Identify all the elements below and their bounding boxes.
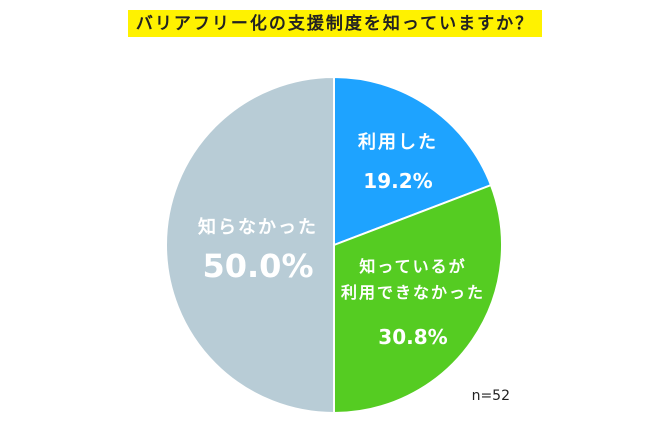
slice-category-label: 知らなかった	[198, 216, 318, 238]
pie-slice	[333, 75, 493, 247]
chart-title-wrap: バリアフリー化の支援制度を知っていますか？	[0, 10, 670, 37]
slice-value-label: 50.0%	[202, 247, 313, 285]
slice-value-label: 19.2%	[363, 169, 432, 193]
slice-value-label: 30.8%	[378, 325, 447, 349]
chart-title: バリアフリー化の支援制度を知っていますか？	[127, 10, 543, 37]
slice-category-label: 利用できなかった	[341, 283, 485, 302]
slice-category-label: 知っているが	[359, 257, 466, 276]
pie-slice	[333, 183, 503, 415]
sample-size-label: n=52	[471, 388, 510, 404]
pie-slice	[165, 75, 335, 415]
slice-category-label: 利用した	[358, 131, 438, 153]
